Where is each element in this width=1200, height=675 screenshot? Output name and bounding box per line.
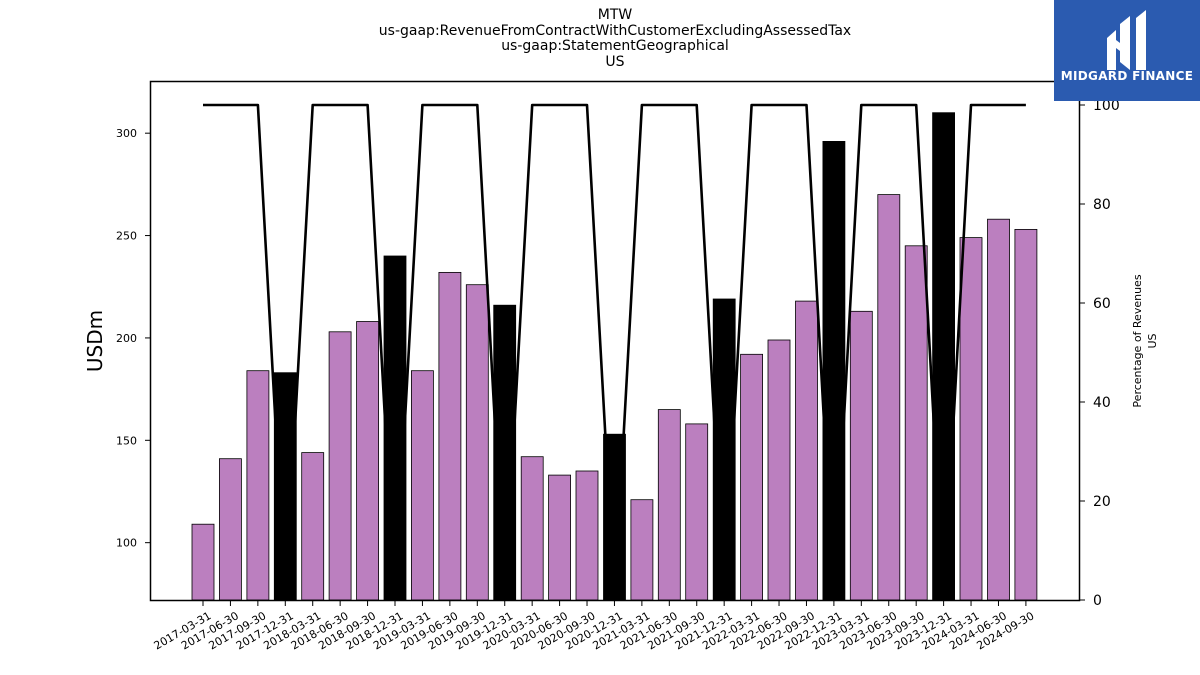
chart-title-line-1: MTW [597,7,633,23]
bar-2023-09-30 [904,245,928,601]
bar-2019-03-31 [410,370,434,601]
bar-2022-09-30 [795,300,818,601]
chart-title-line-4: US [605,53,625,70]
bar-2024-06-30 [987,218,1010,601]
bar-2024-03-31 [959,237,983,601]
left-y-tick-label-300: 300 [116,127,137,140]
right-y-tick-label-20: 20 [1093,494,1111,510]
bar-2020-06-30 [548,474,571,601]
bar-2018-12-31 [383,255,407,601]
left-y-tick-label-200: 200 [116,332,137,345]
chart-title-line-2: us-gaap:RevenueFromContractWithCustomerE… [378,22,852,39]
x-axis: 2017-03-312017-06-302017-09-302017-12-31… [152,600,1036,652]
bar-2017-12-31 [273,372,297,601]
bar-2020-09-30 [575,470,599,601]
left-y-axis-label: USDm [83,310,107,372]
right-y-tick-label-40: 40 [1093,395,1111,411]
right-y-axis-label-line-2: US [1146,333,1159,348]
bar-2018-09-30 [356,321,380,601]
bar-2019-09-30 [465,284,489,601]
bar-2021-03-31 [630,499,654,601]
right-y-axis: 0 20 40 60 80 100 [1079,98,1120,609]
bar-2019-06-30 [438,271,462,601]
bar-2023-06-30 [877,194,901,601]
left-y-tick-label-100: 100 [116,537,137,550]
bar-2020-03-31 [520,456,544,601]
right-y-tick-label-100: 100 [1093,98,1120,114]
left-y-axis: 100 150 200 250 300 [116,127,151,550]
bar-2018-03-31 [301,452,325,601]
bar-2023-03-31 [849,310,873,601]
bar-2022-03-31 [740,353,763,601]
bar-2024-09-30 [1014,228,1038,601]
left-y-tick-label-250: 250 [116,230,137,243]
bar-2021-09-30 [685,423,709,601]
right-y-tick-label-80: 80 [1093,197,1111,213]
midgard-logo-icon [1107,10,1146,70]
bar-2018-06-30 [328,331,352,601]
bar-2017-06-30 [218,458,242,601]
bar-2022-06-30 [767,339,791,601]
right-y-axis-label-line-1: Percentage of Revenues [1131,274,1144,407]
right-y-tick-label-0: 0 [1093,593,1102,609]
plot-frame [149,80,1081,602]
midgard-finance-logo: MIDGARD FINANCE [1054,0,1200,101]
chart-title-line-3: us-gaap:StatementGeographical [501,38,729,54]
bar-2022-12-31 [822,140,846,601]
bar-2017-09-30 [246,370,270,601]
bar-series [191,112,1038,601]
bar-2023-12-31 [932,112,955,601]
logo-text: MIDGARD FINANCE [1060,69,1194,83]
bar-2021-06-30 [657,409,681,601]
left-y-tick-label-150: 150 [116,434,137,447]
chart-titles: MTW us-gaap:RevenueFromContractWithCusto… [150,7,1080,70]
right-y-tick-label-60: 60 [1093,296,1111,312]
bar-2017-03-31 [191,523,215,601]
